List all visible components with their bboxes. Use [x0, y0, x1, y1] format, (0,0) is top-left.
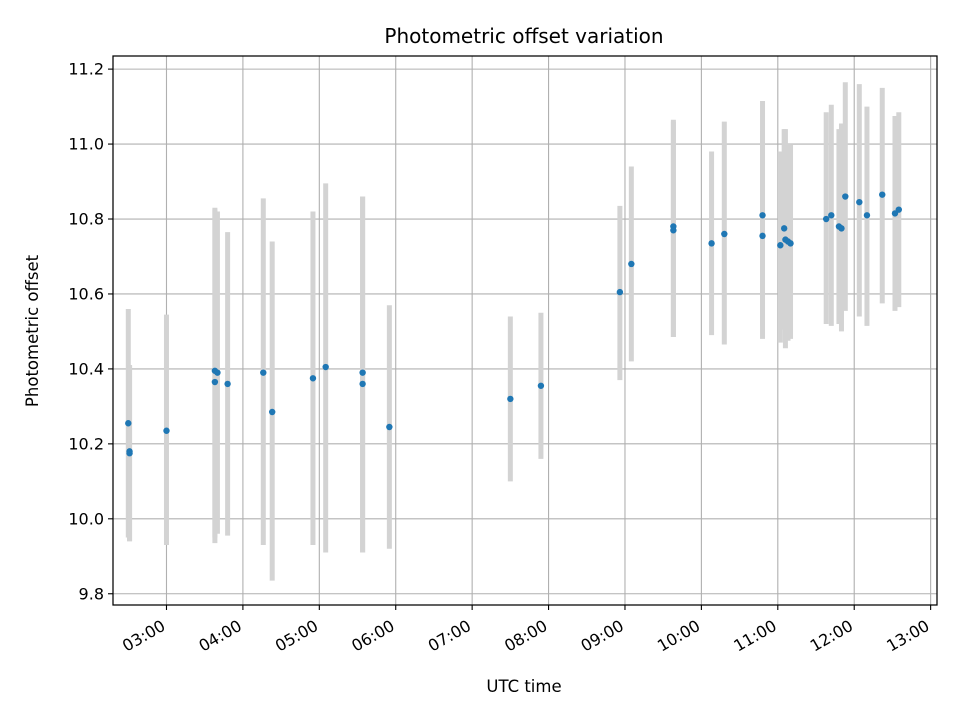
data-point [214, 369, 221, 376]
data-point [670, 227, 677, 234]
data-point [507, 395, 514, 403]
data-point [863, 212, 871, 219]
y-tick-label: 10.2 [68, 434, 104, 453]
data-point [838, 225, 845, 232]
data-point [359, 369, 366, 376]
data-point [708, 240, 715, 247]
y-tick-label: 11.0 [68, 135, 104, 154]
data-point [386, 423, 393, 431]
data-point [759, 212, 766, 219]
data-point [125, 420, 132, 427]
data-point [163, 427, 170, 434]
data-point [787, 240, 794, 247]
chart-title: Photometric offset variation [384, 24, 663, 48]
data-point [842, 193, 849, 200]
data-point [211, 378, 219, 386]
point-layer [125, 191, 902, 457]
data-point [856, 198, 863, 206]
plot-frame [112, 55, 938, 606]
data-point [721, 230, 728, 238]
x-axis-title: UTC time [486, 677, 561, 696]
data-point [895, 206, 902, 213]
data-point [268, 408, 276, 416]
data-point [616, 288, 624, 296]
y-axis-title: Photometric offset [23, 254, 42, 407]
data-point [537, 382, 545, 389]
y-tick-label: 10.8 [68, 210, 104, 229]
data-point [780, 225, 788, 232]
data-point [309, 375, 317, 382]
data-point [359, 380, 366, 388]
data-point [224, 380, 231, 388]
y-tick-label: 10.0 [68, 509, 104, 528]
y-tick-label: 11.2 [68, 60, 104, 79]
data-point [759, 232, 766, 240]
data-point [822, 215, 830, 223]
y-tick-label: 9.8 [79, 584, 104, 603]
data-point [322, 363, 329, 371]
data-point [260, 369, 267, 376]
data-point [828, 212, 835, 219]
data-point [628, 260, 635, 268]
data-point [777, 242, 784, 249]
y-tick-label: 10.6 [68, 284, 104, 303]
data-point [879, 191, 886, 198]
data-point [126, 450, 133, 457]
y-tick-label: 10.4 [68, 359, 104, 378]
grid-layer [113, 56, 937, 605]
